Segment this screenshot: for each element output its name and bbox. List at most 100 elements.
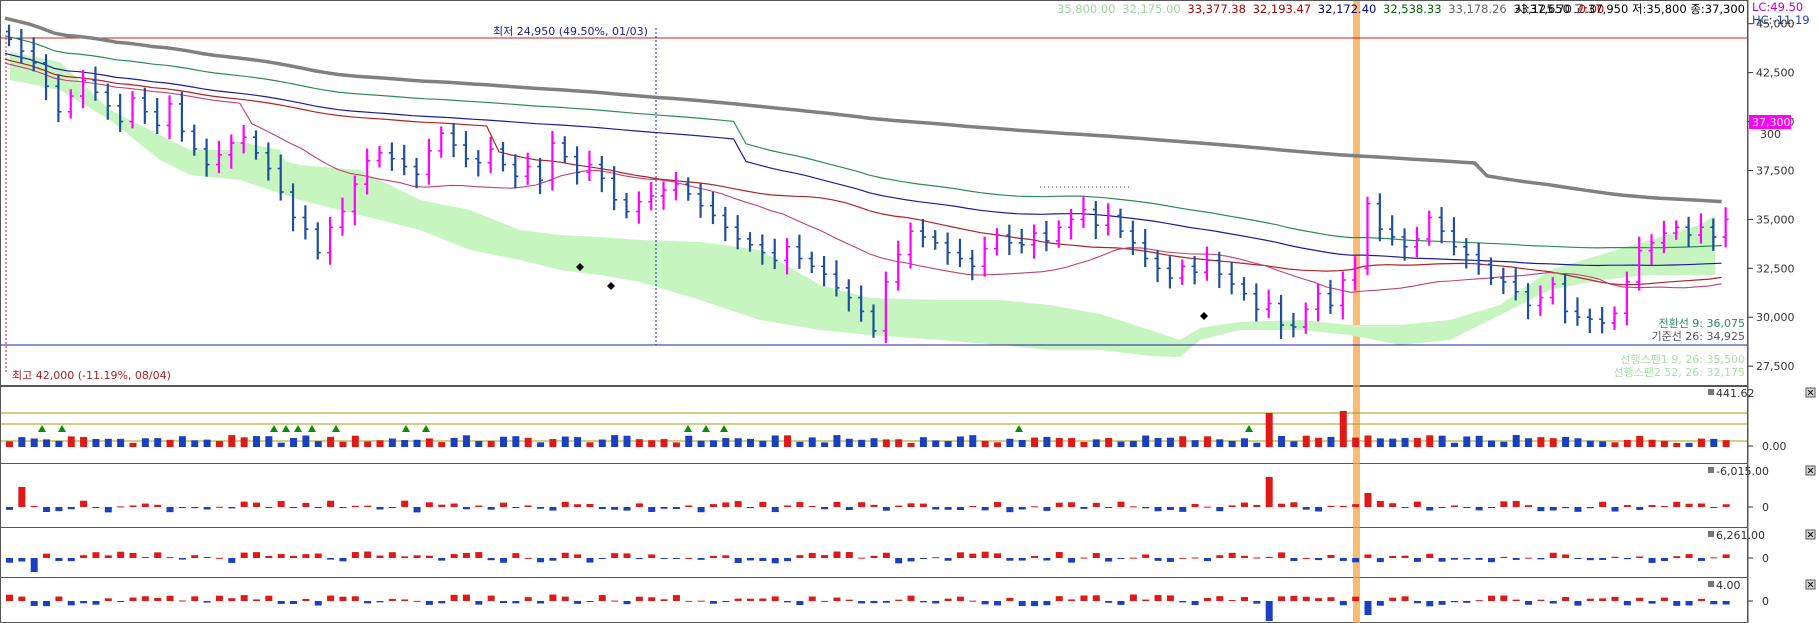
volume-bar [648,440,656,447]
indicator-2-bar [512,507,520,508]
indicator-3-bar [870,555,878,558]
indicator-4-bar [1315,598,1323,601]
indicator-3-bar [1389,555,1397,558]
header-value-7: 33,125.70 [1513,2,1572,16]
volume-bar [994,442,1001,447]
indicator-3-bar [203,556,211,558]
indicator-3-bar [808,552,816,558]
ma-120-line [4,16,1722,204]
indicator-3-bar [351,552,359,558]
volume-bar [277,442,285,447]
indicator-2-bar [166,507,174,513]
volume-bar [1055,438,1063,447]
volume-bar [969,435,977,447]
indicator-4-bar [1241,597,1248,601]
indicator-4-bar [92,601,100,605]
signal-triangle [308,425,316,432]
volume-bar [351,435,359,447]
indicator-2-bar [1426,507,1434,511]
indicator-4-bar [648,597,656,601]
volume-bar [117,438,125,447]
indicator-2-bar [364,505,372,507]
indicator-3-bar [1265,556,1273,558]
volume-bar [228,435,236,447]
indicator-3-bar [734,558,742,563]
indicator-2-bar [253,502,260,507]
indicator-3-bar [685,557,693,559]
indicator-2-bar [759,501,767,507]
volume-bar [1043,436,1051,447]
indicator-2-bar [524,505,532,507]
indicator-4-bar [747,598,754,601]
header-value-4: 32,172.40 [1318,2,1377,16]
high-annotation: 최고 42,000 (-11.19%, 08/04) [12,369,171,382]
volume-bar [450,437,458,447]
indicator-2-bar [586,504,594,507]
volume-bar [623,435,631,447]
indicator-4-bar [907,595,915,601]
indicator-3-bar [240,552,248,558]
indicator-4-bar [1265,601,1273,621]
indicator-2-bar [438,504,446,507]
indicator-4-bar [1166,595,1174,601]
price-tick-label: 42,500 [1756,67,1795,80]
indicator-2-bar [821,507,829,510]
indicator-2-bar [1315,507,1323,512]
panel-axis: 441.62 0.00 -6,015.00 0 6,261.00 0 4.00 0 [1708,387,1816,608]
indicator-4-bar [1352,596,1360,601]
panel-legend-swatch [1708,389,1714,395]
volume-bar [759,440,767,447]
indicator-3-bar [487,558,495,561]
indicator-2-bar [240,501,248,507]
indicator-3-bar [784,558,792,562]
volume-bar [709,440,717,447]
panel-zero-label: 0 [1762,552,1769,565]
indicator-2-bar [685,505,693,507]
indicator-3-bar [129,552,137,558]
indicator-3-bar [92,552,100,558]
volume-bar [1710,438,1718,447]
indicator-4-bar [438,601,446,604]
indicator-2-bar [1179,507,1187,512]
volume-bar [895,439,903,447]
close-icon [1807,581,1814,588]
indicator-3-bar [67,558,75,562]
price-tick-label-partial: 300 [1760,128,1781,141]
indicator-4-bar [141,596,149,601]
volume-bar [6,441,13,447]
indicator-3-bar [1660,558,1668,562]
indicator-2-bar [1055,502,1063,507]
indicator-2-bar [1006,507,1014,513]
volume-bar [944,441,952,447]
indicator-4-bar [759,598,767,601]
volume-bar [1450,442,1458,447]
indicator-4-bar [1599,598,1607,601]
header-value-2: 33,377.38 [1187,2,1246,16]
signal-diamond [1200,312,1208,320]
indicator-2-bar [92,507,100,508]
signal-triangle [294,425,302,432]
indicator-2-bar [895,505,903,507]
indicator-3-bar [438,558,446,561]
indicator-2-bar [413,507,421,513]
volume-bar [907,442,915,447]
indicator-3-bar [425,555,433,558]
indicator-4-bar [561,596,569,601]
indicator-2-bar [203,507,211,510]
indicator-4-bar [401,599,409,601]
indicator-3-bar [339,558,347,562]
indicator-4-bar [635,596,643,601]
indicator-2-bar [265,507,273,508]
indicator-3-bar [290,555,298,558]
indicator-2-bar [1278,503,1286,507]
indicator-2-bar [290,507,298,508]
indicator-4-bar [117,601,125,602]
indicator-2-bar [339,507,347,508]
indicator-3-bar [18,558,26,562]
indicator-3-bar [858,557,866,559]
indicator-4-bar [1648,601,1656,604]
indicator-4-bar [1512,599,1520,601]
indicator-bars [1,411,1747,621]
indicator-3-bar [1673,556,1681,558]
